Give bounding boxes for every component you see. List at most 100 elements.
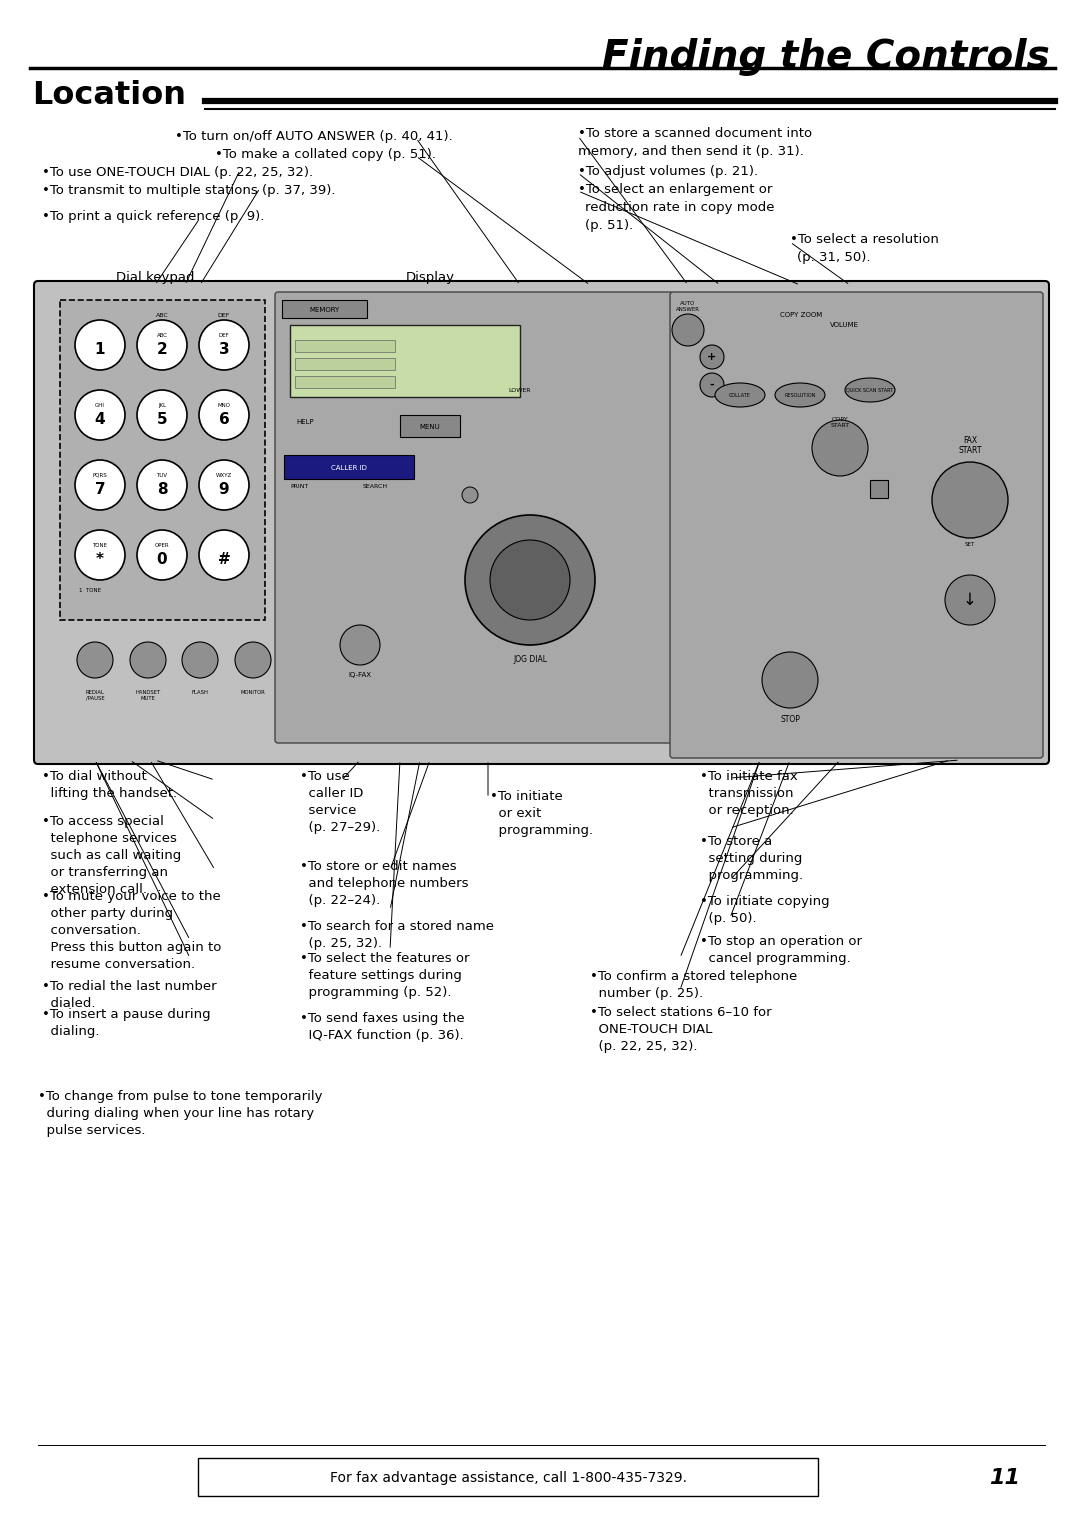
- Circle shape: [700, 372, 724, 397]
- Bar: [870, 481, 888, 497]
- Text: •To select stations 6–10 for
  ONE-TOUCH DIAL
  (p. 22, 25, 32).: •To select stations 6–10 for ONE-TOUCH D…: [590, 1006, 771, 1053]
- Text: •To adjust volumes (p. 21).: •To adjust volumes (p. 21).: [578, 165, 758, 179]
- Text: 6: 6: [218, 412, 229, 426]
- Bar: [295, 375, 395, 388]
- Text: •To initiate
  or exit
  programming.: •To initiate or exit programming.: [490, 790, 593, 836]
- Text: WXYZ: WXYZ: [216, 473, 232, 478]
- Text: Finding the Controls: Finding the Controls: [603, 38, 1050, 76]
- Text: •To make a collated copy (p. 51).: •To make a collated copy (p. 51).: [215, 148, 436, 162]
- Text: •To print a quick reference (p. 9).: •To print a quick reference (p. 9).: [42, 211, 265, 223]
- Bar: [295, 340, 395, 353]
- Text: (p. 31, 50).: (p. 31, 50).: [797, 250, 870, 264]
- Bar: [198, 1457, 818, 1495]
- Text: TUV: TUV: [157, 473, 167, 478]
- Text: •To store or edit names
  and telephone numbers
  (p. 22–24).: •To store or edit names and telephone nu…: [300, 861, 469, 906]
- Bar: [282, 301, 367, 317]
- Circle shape: [812, 420, 868, 476]
- Circle shape: [762, 652, 818, 708]
- Circle shape: [340, 626, 380, 665]
- Ellipse shape: [715, 383, 765, 407]
- Text: HELP: HELP: [296, 420, 314, 426]
- FancyBboxPatch shape: [670, 291, 1043, 758]
- Text: 11: 11: [989, 1468, 1021, 1488]
- Text: 0: 0: [157, 551, 167, 566]
- Text: 2: 2: [157, 342, 167, 357]
- Circle shape: [75, 459, 125, 510]
- Bar: [295, 359, 395, 369]
- Text: •To initiate copying
  (p. 50).: •To initiate copying (p. 50).: [700, 896, 829, 925]
- Text: 5: 5: [157, 412, 167, 426]
- Text: OPER: OPER: [154, 543, 170, 548]
- Text: RESOLUTION: RESOLUTION: [784, 392, 815, 397]
- Text: GHI: GHI: [95, 403, 105, 407]
- Circle shape: [75, 530, 125, 580]
- Text: MEMORY: MEMORY: [310, 307, 340, 313]
- Text: Location: Location: [32, 79, 186, 111]
- Circle shape: [482, 533, 498, 548]
- Text: •To select an enlargement or: •To select an enlargement or: [578, 183, 772, 195]
- FancyBboxPatch shape: [275, 291, 673, 743]
- Text: •To use ONE-TOUCH DIAL (p. 22, 25, 32).: •To use ONE-TOUCH DIAL (p. 22, 25, 32).: [42, 166, 313, 179]
- Text: •To mute your voice to the
  other party during
  conversation.
  Press this but: •To mute your voice to the other party d…: [42, 890, 221, 971]
- Text: JKL: JKL: [158, 403, 166, 407]
- Text: MNO: MNO: [217, 403, 230, 407]
- Bar: [400, 415, 460, 436]
- Text: •To stop an operation or
  cancel programming.: •To stop an operation or cancel programm…: [700, 935, 862, 964]
- Text: MONITOR: MONITOR: [241, 690, 266, 694]
- Text: TONE: TONE: [93, 543, 108, 548]
- Text: COPY ZOOM: COPY ZOOM: [780, 311, 822, 317]
- Text: REDIAL
/PAUSE: REDIAL /PAUSE: [85, 690, 105, 700]
- Text: COPY
START: COPY START: [831, 417, 850, 427]
- Text: 3: 3: [218, 342, 229, 357]
- Text: 7: 7: [95, 482, 106, 496]
- Circle shape: [672, 314, 704, 346]
- Circle shape: [199, 391, 249, 439]
- Text: QUICK SCAN START: QUICK SCAN START: [847, 388, 893, 392]
- Text: HANDSET
MUTE: HANDSET MUTE: [135, 690, 161, 700]
- Text: Dial keypad: Dial keypad: [116, 272, 194, 284]
- Text: ABC: ABC: [156, 313, 168, 317]
- Ellipse shape: [845, 378, 895, 401]
- Text: •To confirm a stored telephone
  number (p. 25).: •To confirm a stored telephone number (p…: [590, 971, 797, 1000]
- Circle shape: [199, 459, 249, 510]
- Circle shape: [130, 642, 166, 678]
- Text: CALLER ID: CALLER ID: [332, 465, 367, 472]
- Text: •To store a
  setting during
  programming.: •To store a setting during programming.: [700, 835, 804, 882]
- Text: MENU: MENU: [420, 424, 441, 430]
- Circle shape: [137, 391, 187, 439]
- Text: reduction rate in copy mode: reduction rate in copy mode: [585, 201, 774, 214]
- Text: SET: SET: [964, 542, 975, 546]
- Circle shape: [462, 487, 478, 504]
- Text: JOG DIAL: JOG DIAL: [513, 655, 546, 664]
- Circle shape: [490, 540, 570, 620]
- Text: VOLUME: VOLUME: [831, 322, 859, 328]
- Text: +: +: [707, 353, 717, 362]
- Text: •To select the features or
  feature settings during
  programming (p. 52).: •To select the features or feature setti…: [300, 952, 470, 1000]
- Text: DEF: DEF: [218, 333, 229, 337]
- Circle shape: [945, 575, 995, 626]
- Text: •To initiate fax
  transmission
  or reception.: •To initiate fax transmission or recepti…: [700, 771, 798, 816]
- Text: *: *: [96, 551, 104, 566]
- Circle shape: [199, 320, 249, 369]
- Text: SEARCH: SEARCH: [363, 484, 388, 488]
- Text: •To search for a stored name
  (p. 25, 32).: •To search for a stored name (p. 25, 32)…: [300, 920, 494, 951]
- Text: 1  TONE: 1 TONE: [79, 588, 102, 592]
- Text: IQ-FAX: IQ-FAX: [349, 671, 372, 678]
- Text: 9: 9: [218, 482, 229, 496]
- FancyBboxPatch shape: [33, 281, 1049, 765]
- Circle shape: [75, 320, 125, 369]
- Text: 4: 4: [95, 412, 106, 426]
- Text: •To change from pulse to tone temporarily
  during dialing when your line has ro: •To change from pulse to tone temporaril…: [38, 1090, 323, 1137]
- Circle shape: [199, 530, 249, 580]
- Bar: [284, 455, 414, 479]
- Text: FAX
START: FAX START: [958, 435, 982, 455]
- Circle shape: [137, 459, 187, 510]
- Text: LOWER: LOWER: [509, 388, 531, 392]
- Bar: [60, 301, 265, 620]
- Ellipse shape: [775, 383, 825, 407]
- Text: (p. 51).: (p. 51).: [585, 220, 633, 232]
- Text: STOP: STOP: [780, 716, 800, 723]
- Circle shape: [137, 320, 187, 369]
- Circle shape: [137, 530, 187, 580]
- Text: COLLATE: COLLATE: [729, 392, 751, 397]
